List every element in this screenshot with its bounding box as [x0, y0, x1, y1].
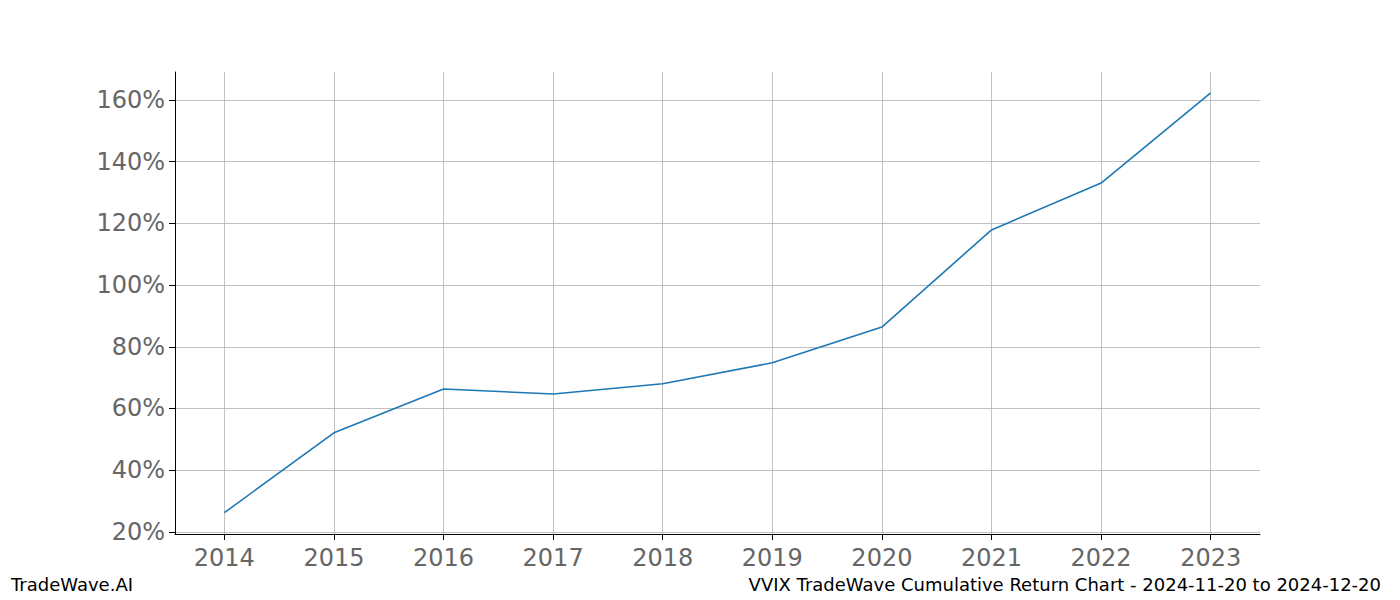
svg-text:VVIX TradeWave Cumulative Retu: VVIX TradeWave Cumulative Return Chart -…: [749, 574, 1381, 595]
svg-text:2016: 2016: [413, 544, 474, 572]
svg-text:160%: 160%: [96, 86, 165, 114]
svg-text:100%: 100%: [96, 271, 165, 299]
svg-text:120%: 120%: [96, 209, 165, 237]
svg-text:140%: 140%: [96, 148, 165, 176]
svg-text:2019: 2019: [742, 544, 803, 572]
svg-text:2017: 2017: [523, 544, 584, 572]
svg-text:TradeWave.AI: TradeWave.AI: [10, 574, 133, 595]
svg-text:2020: 2020: [851, 544, 912, 572]
svg-text:2014: 2014: [194, 544, 255, 572]
svg-text:2021: 2021: [961, 544, 1022, 572]
svg-text:80%: 80%: [112, 333, 165, 361]
svg-text:2022: 2022: [1071, 544, 1132, 572]
svg-text:60%: 60%: [112, 394, 165, 422]
svg-text:2015: 2015: [303, 544, 364, 572]
svg-text:20%: 20%: [112, 518, 165, 546]
svg-text:40%: 40%: [112, 456, 165, 484]
svg-text:2018: 2018: [632, 544, 693, 572]
svg-text:2023: 2023: [1180, 544, 1241, 572]
